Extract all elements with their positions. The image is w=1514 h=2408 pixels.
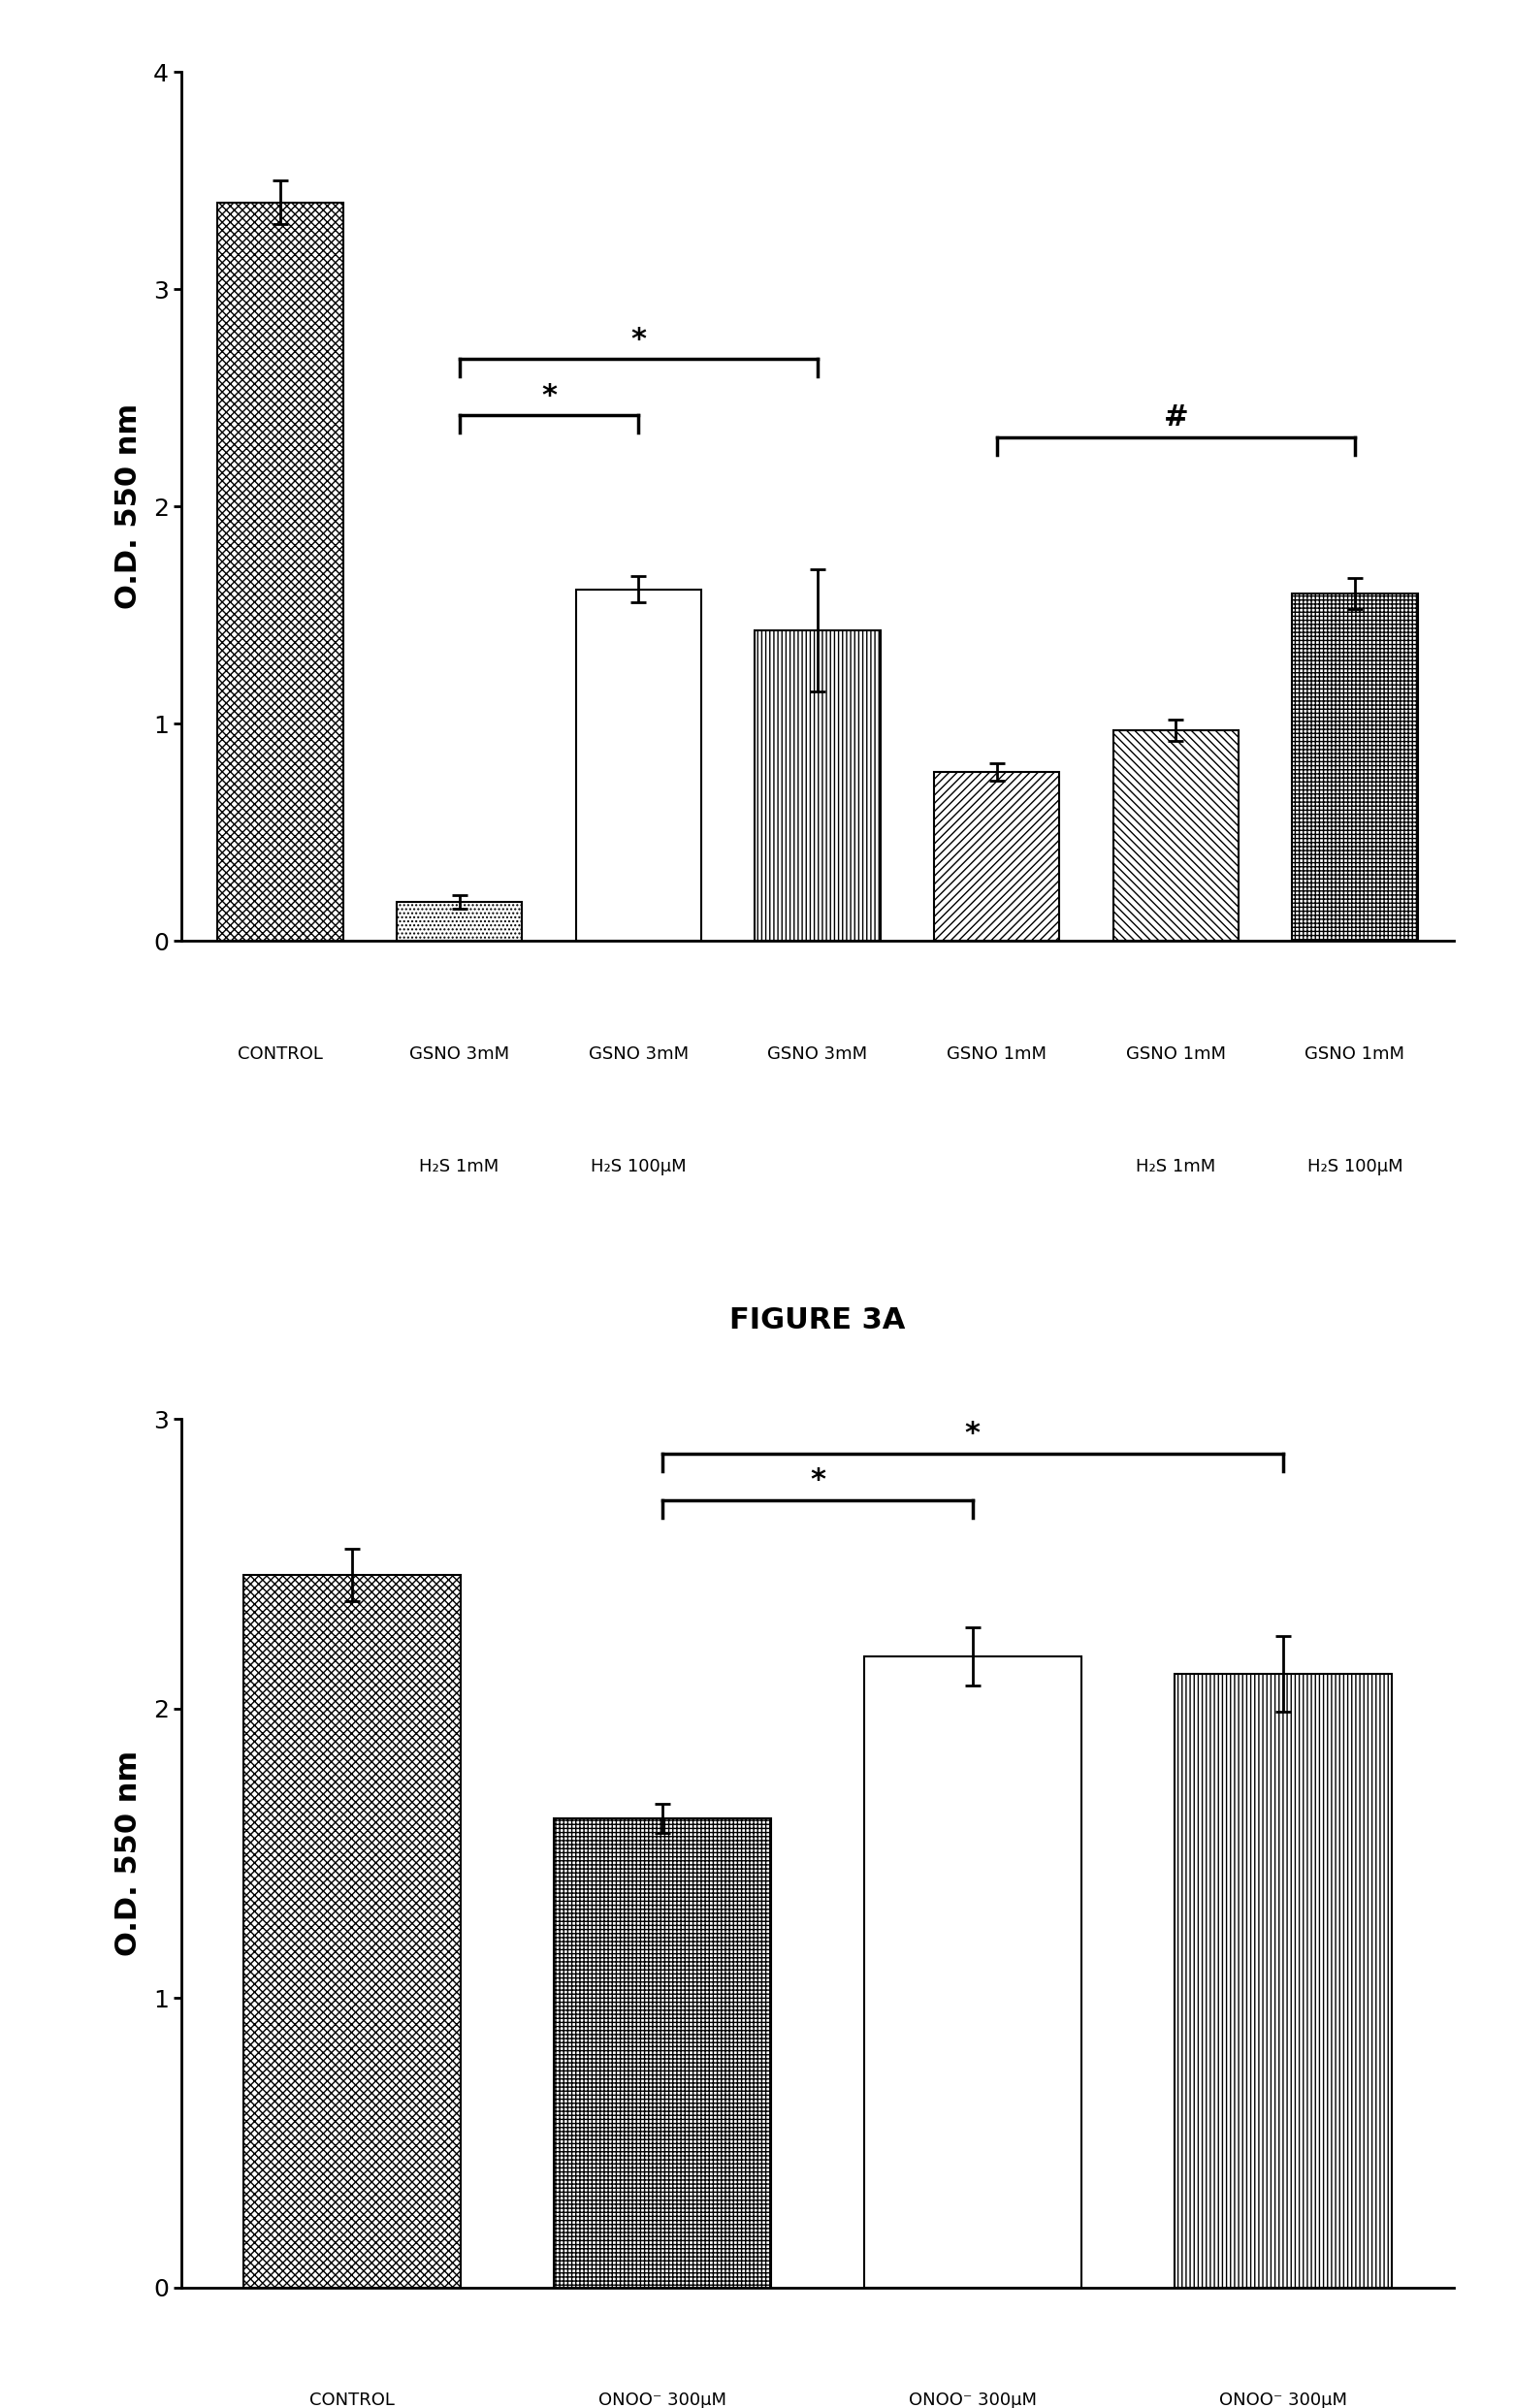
Text: CONTROL: CONTROL (238, 1045, 322, 1062)
Text: H₂S 1mM: H₂S 1mM (419, 1158, 500, 1175)
Text: GSNO 1mM: GSNO 1mM (946, 1045, 1046, 1062)
Text: GSNO 1mM: GSNO 1mM (1305, 1045, 1405, 1062)
Text: *: * (810, 1466, 825, 1495)
Text: *: * (964, 1421, 981, 1447)
Y-axis label: O.D. 550 nm: O.D. 550 nm (115, 1751, 142, 1955)
Bar (1293, 592, 1417, 942)
Text: H₂S 100μM: H₂S 100μM (590, 1158, 686, 1175)
Text: ONOO⁻ 300μM: ONOO⁻ 300μM (598, 2391, 727, 2408)
Text: *: * (540, 383, 557, 409)
Bar (397, 903, 522, 942)
Text: #: # (1163, 405, 1188, 431)
Bar (934, 771, 1060, 942)
Text: H₂S 100μM: H₂S 100μM (1307, 1158, 1403, 1175)
Text: ONOO⁻ 300μM: ONOO⁻ 300μM (908, 2391, 1037, 2408)
Bar (1175, 1674, 1391, 2288)
Text: CONTROL: CONTROL (310, 2391, 395, 2408)
Text: GSNO 3mM: GSNO 3mM (409, 1045, 509, 1062)
Bar (554, 1818, 771, 2288)
Text: GSNO 3mM: GSNO 3mM (589, 1045, 689, 1062)
Bar (244, 1575, 460, 2288)
Bar (575, 590, 701, 942)
Text: GSNO 1mM: GSNO 1mM (1126, 1045, 1226, 1062)
Text: ONOO⁻ 300μM: ONOO⁻ 300μM (1219, 2391, 1347, 2408)
Bar (1113, 730, 1238, 942)
Text: GSNO 3mM: GSNO 3mM (768, 1045, 868, 1062)
Bar (864, 1657, 1081, 2288)
Text: *: * (631, 325, 646, 354)
Text: H₂S 1mM: H₂S 1mM (1136, 1158, 1216, 1175)
Bar (218, 202, 342, 942)
Y-axis label: O.D. 550 nm: O.D. 550 nm (115, 405, 142, 609)
Text: FIGURE 3A: FIGURE 3A (730, 1305, 905, 1334)
Bar (755, 631, 880, 942)
